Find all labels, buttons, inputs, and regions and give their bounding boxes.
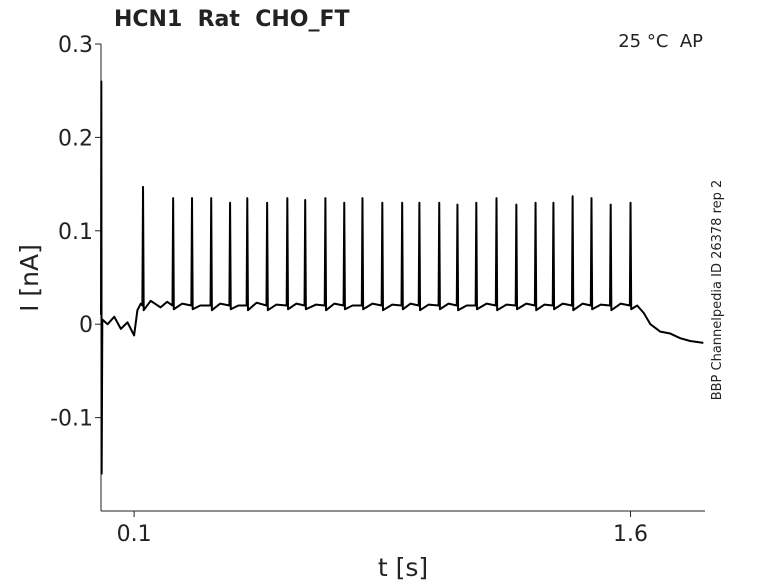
chart-title: HCN1 Rat CHO_FT (114, 7, 350, 32)
y-tick-label: 0.3 (58, 33, 93, 58)
annotation: 25 °C AP (618, 31, 703, 52)
y-tick-label: 0 (79, 313, 93, 338)
y-tick-label: 0.1 (58, 220, 93, 245)
side-label: BBP Channelpedia ID 26378 rep 2 (710, 180, 725, 401)
x-tick-label: 1.6 (613, 522, 648, 547)
trace (100, 80, 704, 475)
x-axis-label: t [s] (378, 553, 428, 582)
y-tick-label: 0.2 (58, 126, 93, 151)
x-tick-label: 0.1 (117, 522, 152, 547)
y-tick-label: -0.1 (50, 407, 93, 432)
y-axis-label: I [nA] (15, 244, 44, 312)
